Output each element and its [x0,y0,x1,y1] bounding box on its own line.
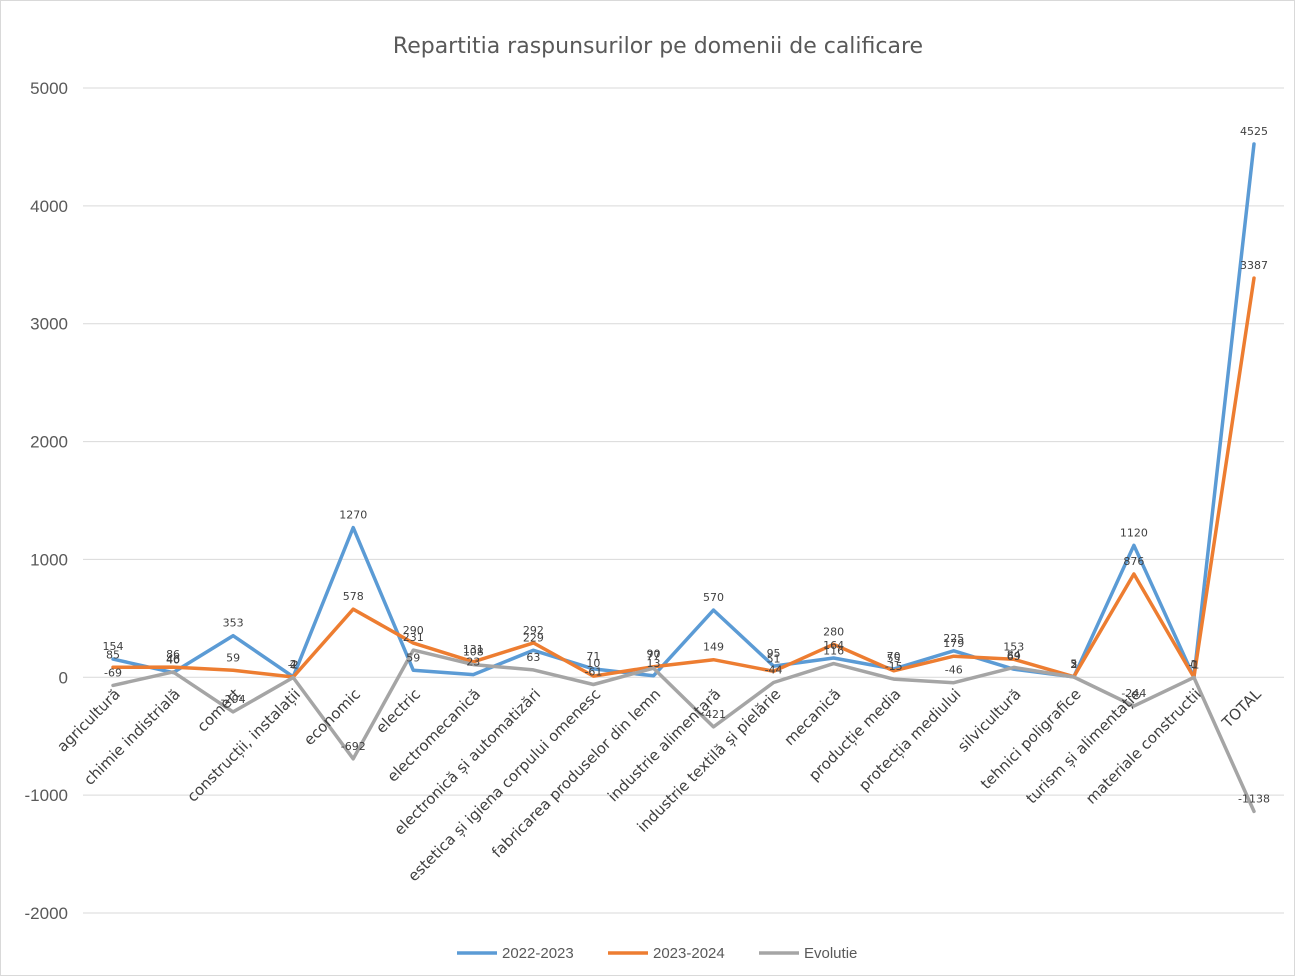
legend-label: Evolutie [804,945,857,962]
data-label: 3 [1070,658,1077,671]
data-label: 876 [1123,555,1144,568]
data-label: 23 [466,656,480,669]
data-label: -46 [945,664,963,677]
data-label: 153 [1003,640,1024,653]
data-label: -61 [584,665,602,678]
data-label: -294 [221,693,246,706]
y-tick-label: 3000 [30,315,68,334]
data-label: 84 [1007,648,1021,661]
data-label: 70 [887,650,901,663]
data-label: -1 [1188,658,1199,671]
data-label: 10 [586,657,600,670]
data-label: -44 [765,663,783,676]
data-label: 1 [1190,658,1197,671]
data-label: 90 [646,648,660,661]
data-label: 154 [103,640,124,653]
data-label: -69 [104,666,122,679]
data-label: 292 [523,624,544,637]
data-label: 225 [943,632,964,645]
data-label: 69 [1007,650,1021,663]
data-label: -421 [701,708,726,721]
data-label: 164 [823,639,844,652]
data-label: 290 [403,624,424,637]
data-label: 229 [523,631,544,644]
chart-title: Repartitia raspunsurilor pe domenii de c… [393,34,923,59]
data-label: 4 [290,658,297,671]
data-label: 63 [526,651,540,664]
x-tick-label: turism și alimentație [1022,685,1144,807]
series-lines [111,142,1256,814]
y-tick-label: 4000 [30,197,68,216]
data-label: 51 [767,652,781,665]
data-label: 46 [166,653,180,666]
y-tick-label: 0 [59,668,68,687]
data-label: -15 [885,660,903,673]
data-label: 40 [166,654,180,667]
data-label: 59 [406,651,420,664]
data-label: 4525 [1240,125,1268,138]
data-label: 179 [943,637,964,650]
data-label: -2 [288,659,299,672]
legend: 2022-2023 2023-2024 Evolutie [457,945,857,962]
data-label: 280 [823,625,844,638]
data-label: 59 [226,651,240,664]
x-tick-label: TOTAL [1218,685,1266,733]
series-line-3 [111,648,1256,814]
y-axis-ticks: 5000 4000 3000 2000 1000 0 -1000 -2000 [25,79,68,923]
data-label: 71 [586,650,600,663]
data-label: 108 [463,646,484,659]
data-label: 55 [887,652,901,665]
data-label: 570 [703,591,724,604]
data-label: 2 [290,658,297,671]
y-tick-label: 1000 [30,550,68,569]
legend-label: 2023-2024 [653,945,725,962]
data-label: 149 [703,641,724,654]
x-tick-label: materiale constructii [1082,685,1205,808]
data-label: 95 [767,647,781,660]
y-tick-label: 5000 [30,79,68,98]
series-line-2 [111,276,1256,680]
x-tick-label: protecția mediului [855,685,964,794]
data-label: 86 [166,648,180,661]
data-label: 13 [646,657,660,670]
data-label: 1270 [339,509,367,522]
x-tick-label: industrie alimentară [604,685,724,805]
data-label: 77 [646,649,660,662]
data-label: 353 [223,617,244,630]
y-tick-label: -1000 [25,786,68,805]
data-label: 85 [106,648,120,661]
data-label: 1120 [1120,526,1148,539]
data-label: 578 [343,590,364,603]
x-tick-label: mecanică [781,685,845,749]
data-label: 0 [1190,658,1197,671]
x-tick-label: tehnici poligrafice [977,685,1085,793]
data-label: 231 [403,631,424,644]
data-label: -244 [1121,687,1146,700]
data-label: 5 [1070,658,1077,671]
data-label: 3387 [1240,259,1268,272]
data-label: 116 [823,645,844,658]
data-label: 2 [1070,658,1077,671]
series-line-1 [111,142,1256,679]
y-tick-label: 2000 [30,433,68,452]
legend-label: 2022-2023 [502,945,574,962]
data-label: -692 [341,740,366,753]
y-tick-label: -2000 [25,904,68,923]
data-label: 131 [463,643,484,656]
data-label: -1138 [1238,792,1270,805]
